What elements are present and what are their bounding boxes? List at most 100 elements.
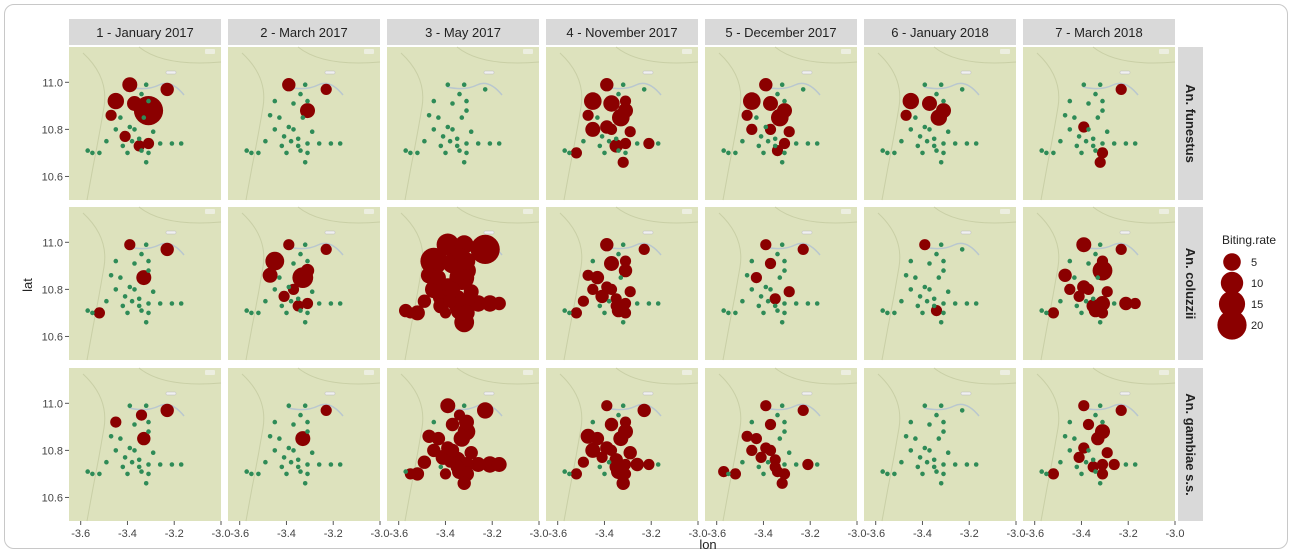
data-point xyxy=(777,436,783,441)
data-point xyxy=(1097,320,1103,325)
data-point xyxy=(139,251,144,257)
data-point xyxy=(295,136,301,142)
data-point xyxy=(146,310,151,316)
data-point xyxy=(132,287,137,292)
data-point xyxy=(1076,237,1092,253)
data-point xyxy=(616,91,621,97)
data-point xyxy=(129,138,135,144)
data-point xyxy=(438,143,444,149)
data-point xyxy=(496,141,502,146)
data-point xyxy=(445,82,451,87)
data-point xyxy=(302,403,308,409)
map-corner-mark xyxy=(1000,209,1010,214)
data-point xyxy=(256,150,261,156)
data-point xyxy=(880,148,885,153)
x-tick-label: -3.6 xyxy=(389,528,408,540)
map-road xyxy=(82,52,106,201)
data-point xyxy=(1096,458,1109,471)
data-point xyxy=(320,404,332,416)
data-point xyxy=(741,109,753,121)
map-river xyxy=(287,242,344,256)
map-road xyxy=(82,373,106,522)
data-point xyxy=(150,450,156,456)
data-point xyxy=(320,83,332,95)
data-point xyxy=(309,450,315,456)
data-point xyxy=(305,98,310,104)
x-tick-label: -3.4 xyxy=(436,528,455,540)
map-road xyxy=(933,46,1017,64)
data-point xyxy=(908,419,914,425)
data-point xyxy=(814,462,820,467)
data-point xyxy=(920,471,925,477)
data-point xyxy=(760,400,772,412)
x-tick-label: -3.6 xyxy=(548,528,567,540)
data-point xyxy=(927,287,932,292)
data-point xyxy=(120,143,126,149)
data-point xyxy=(584,92,602,110)
data-point xyxy=(298,148,303,153)
data-point xyxy=(777,275,783,280)
data-point xyxy=(124,239,136,251)
x-tick-label: -3.2 xyxy=(960,528,979,540)
data-point xyxy=(936,275,942,280)
facet-strip-row-3 xyxy=(1178,368,1203,521)
data-point xyxy=(616,148,621,153)
y-tick-label: 10.6 xyxy=(42,492,63,504)
data-point xyxy=(749,419,755,425)
data-point xyxy=(143,82,149,87)
data-point xyxy=(760,239,772,251)
data-point xyxy=(1097,82,1103,87)
data-point xyxy=(764,418,777,431)
data-point xyxy=(616,476,630,490)
x-tick-label: -3.4 xyxy=(277,528,296,540)
data-point xyxy=(178,141,184,146)
data-point xyxy=(941,301,946,306)
data-point xyxy=(90,310,95,316)
data-point xyxy=(610,300,622,312)
panel-r2-c2 xyxy=(228,206,381,361)
map-town-label xyxy=(801,70,813,75)
data-point xyxy=(295,431,311,447)
data-point xyxy=(934,412,939,418)
data-point xyxy=(284,150,289,156)
data-point xyxy=(602,471,607,477)
data-point xyxy=(146,258,151,264)
data-point xyxy=(447,138,453,144)
data-point xyxy=(743,92,761,110)
panel-background xyxy=(1023,47,1175,200)
data-point xyxy=(440,134,446,139)
data-point xyxy=(444,456,456,468)
data-point xyxy=(146,462,151,467)
data-point xyxy=(915,303,921,309)
data-point xyxy=(127,403,133,409)
data-point xyxy=(150,289,156,295)
data-point xyxy=(618,103,633,119)
map-corner-mark xyxy=(364,209,374,214)
data-point xyxy=(263,298,268,304)
data-point xyxy=(328,462,334,467)
data-point xyxy=(763,284,769,290)
data-point xyxy=(146,471,151,477)
data-point xyxy=(431,419,437,425)
data-point xyxy=(295,457,301,463)
data-point xyxy=(298,308,303,313)
x-tick-label: -3.4 xyxy=(1072,528,1091,540)
facet-strip-col-5 xyxy=(705,19,857,45)
data-point xyxy=(959,87,965,92)
data-point xyxy=(782,419,787,425)
data-point xyxy=(772,136,778,142)
data-point xyxy=(1091,431,1105,446)
x-tick-label: -3.0 xyxy=(848,528,867,540)
facet-strip-col-6 xyxy=(864,19,1016,45)
data-point xyxy=(585,442,601,458)
data-point xyxy=(606,298,612,304)
data-point xyxy=(618,275,624,280)
map-road xyxy=(138,46,222,64)
data-point xyxy=(298,412,303,418)
data-point xyxy=(1073,290,1085,302)
data-point xyxy=(120,303,126,309)
data-point xyxy=(620,242,626,247)
data-point xyxy=(1074,464,1080,470)
data-point xyxy=(892,150,897,156)
